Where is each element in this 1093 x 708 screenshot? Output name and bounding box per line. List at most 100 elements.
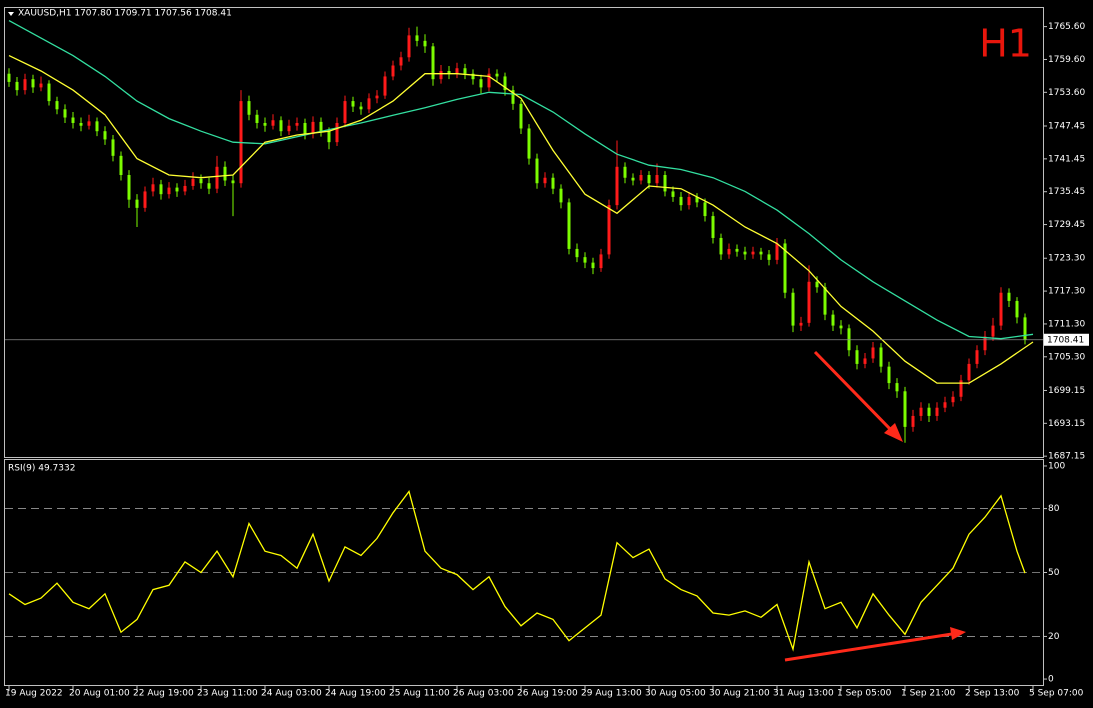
y-tick-label: 80 — [1048, 504, 1060, 514]
x-tick-label: 1 Sep 21:00 — [901, 689, 956, 699]
candle-body — [807, 281, 811, 323]
x-tick-label: 5 Sep 07:00 — [1029, 689, 1084, 699]
candle-body — [247, 101, 251, 115]
candle-body — [559, 188, 563, 203]
candle-body — [503, 76, 507, 91]
candle-body — [663, 175, 667, 192]
x-tick-label: 22 Aug 19:00 — [133, 689, 194, 699]
candle-body — [719, 237, 723, 255]
candle-body — [703, 202, 707, 217]
main-title: XAUUSD,H1 1707.80 1709.71 1707.56 1708.4… — [18, 9, 232, 19]
rsi-title: RSI(9) 49.7332 — [8, 464, 75, 474]
candle-body — [791, 292, 795, 326]
candle-body — [295, 122, 299, 126]
x-tick-label: 2 Sep 13:00 — [965, 689, 1020, 699]
candle-body — [623, 166, 627, 178]
candle-body — [727, 248, 731, 255]
y-tick-label: 1759.60 — [1048, 55, 1085, 65]
series-line — [8, 490, 1026, 652]
candle-body — [191, 178, 195, 186]
candle-body — [487, 73, 491, 88]
down-arrow — [813, 350, 903, 442]
x-tick-label: 20 Aug 01:00 — [69, 689, 130, 699]
arrow-shaft — [784, 632, 953, 662]
x-tick-label: 25 Aug 11:00 — [389, 689, 450, 699]
candle-body — [15, 81, 19, 91]
candle-body — [591, 262, 595, 269]
candle-body — [311, 121, 315, 134]
candle-body — [735, 248, 739, 252]
candle-body — [823, 287, 827, 315]
candle-body — [871, 347, 875, 359]
candle-body — [911, 415, 915, 427]
candle-body — [1007, 292, 1011, 301]
candle-body — [775, 243, 779, 260]
candle-body — [575, 248, 579, 258]
candle-body — [119, 155, 123, 176]
candle-body — [799, 322, 803, 326]
candle-body — [351, 101, 355, 107]
candle-body — [207, 183, 211, 189]
candle-body — [519, 103, 523, 129]
candle-body — [327, 131, 331, 143]
candle-body — [367, 98, 371, 110]
arrow-head — [950, 627, 966, 640]
y-tick-label: 1723.30 — [1048, 254, 1085, 264]
candle-body — [935, 407, 939, 416]
candle-body — [319, 121, 323, 132]
y-tick-label: 1711.30 — [1048, 319, 1085, 329]
candle-body — [215, 166, 219, 189]
x-tick-label: 26 Aug 03:00 — [453, 689, 514, 699]
candle-body — [583, 257, 587, 263]
candle-body — [423, 40, 427, 47]
plot-layer: 1765.60 1759.60 1753.60 1747.45 1741.45 1735.… — [5, 20, 1089, 699]
candle-body — [223, 166, 227, 181]
timeframe-label: H1 — [979, 22, 1032, 66]
y-tick-label: 1729.45 — [1048, 220, 1085, 230]
candle-body — [863, 358, 867, 364]
candle-body — [975, 350, 979, 364]
y-tick-label: 1747.45 — [1048, 121, 1085, 131]
candle-body — [151, 184, 155, 192]
candle-body — [143, 191, 147, 208]
candle-body — [511, 90, 515, 104]
candle-body — [527, 128, 531, 159]
candle-body — [831, 314, 835, 326]
candle-body — [31, 79, 35, 88]
arrow-shaft — [813, 350, 895, 434]
candle-body — [463, 68, 467, 74]
candle-body — [991, 325, 995, 337]
candle-body — [551, 177, 555, 189]
candle-body — [951, 396, 955, 403]
y-tick-label: 1699.15 — [1048, 386, 1085, 396]
candle-body — [183, 185, 187, 192]
candle-body — [439, 70, 443, 80]
candle-body — [783, 243, 787, 293]
candle-body — [687, 196, 691, 206]
y-tick-label: 1717.30 — [1048, 287, 1085, 297]
candle-body — [815, 281, 819, 288]
candle-body — [647, 175, 651, 184]
candle-body — [391, 65, 395, 77]
y-tick-label: 0 — [1048, 675, 1054, 685]
candle-body — [383, 76, 387, 96]
x-tick-label: 30 Aug 05:00 — [645, 689, 706, 699]
candle-body — [23, 79, 27, 91]
candle-body — [903, 391, 907, 427]
candle-body — [263, 122, 267, 126]
y-tick-label: 1741.45 — [1048, 154, 1085, 164]
candle-body — [943, 402, 947, 408]
candle-body — [983, 336, 987, 351]
candle-body — [671, 191, 675, 197]
candle-body — [655, 175, 659, 184]
y-tick-label: 1765.60 — [1048, 22, 1085, 32]
candle-body — [231, 180, 235, 184]
candle-body — [743, 251, 747, 255]
candle-body — [287, 125, 291, 132]
arrow-head — [884, 423, 903, 442]
y-tick-label: 1753.60 — [1048, 88, 1085, 98]
candle-body — [359, 106, 363, 110]
y-tick-label: 1687.15 — [1048, 452, 1085, 462]
